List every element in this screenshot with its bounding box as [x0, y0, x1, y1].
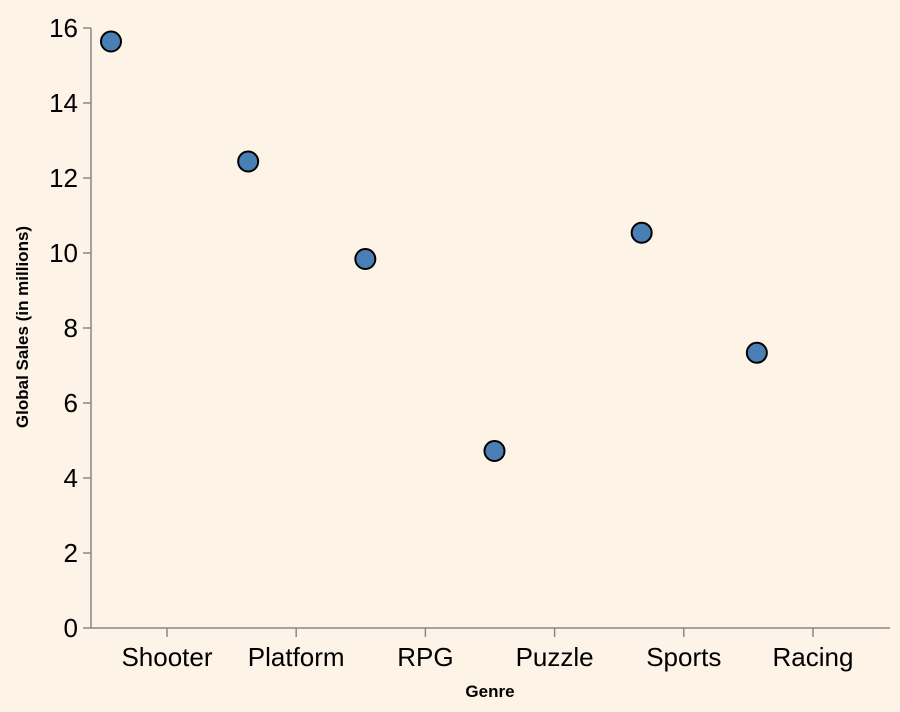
- data-point-rpg: [354, 248, 377, 270]
- x-tick-label: Platform: [248, 642, 345, 672]
- data-points: [100, 30, 768, 462]
- y-tick-label: 4: [64, 463, 78, 493]
- data-point-shooter: [100, 30, 122, 53]
- data-point-platform: [237, 150, 260, 173]
- x-tick-label: RPG: [397, 642, 453, 672]
- y-tick-label: 0: [64, 613, 78, 643]
- data-point-puzzle: [483, 440, 506, 462]
- x-axis: Shooter Platform RPG Puzzle Sports Racing: [91, 627, 890, 672]
- x-axis-title: Genre: [465, 682, 514, 701]
- y-tick-label: 14: [49, 88, 78, 118]
- y-tick-label: 12: [49, 163, 78, 193]
- data-point-racing: [745, 341, 768, 364]
- data-point-sports: [630, 221, 653, 244]
- y-tick-label: 8: [64, 313, 78, 343]
- y-axis: 0 2 4 6 8 10 12 14 16: [49, 13, 92, 643]
- y-tick-label: 10: [49, 238, 78, 268]
- y-tick-label: 16: [49, 13, 78, 43]
- x-tick-label: Puzzle: [516, 642, 594, 672]
- x-tick-label: Sports: [646, 642, 721, 672]
- y-tick-label: 2: [64, 538, 78, 568]
- y-tick-label: 6: [64, 388, 78, 418]
- y-axis-title: Global Sales (in millions): [13, 226, 32, 428]
- x-tick-label: Racing: [773, 642, 854, 672]
- x-tick-label: Shooter: [121, 642, 212, 672]
